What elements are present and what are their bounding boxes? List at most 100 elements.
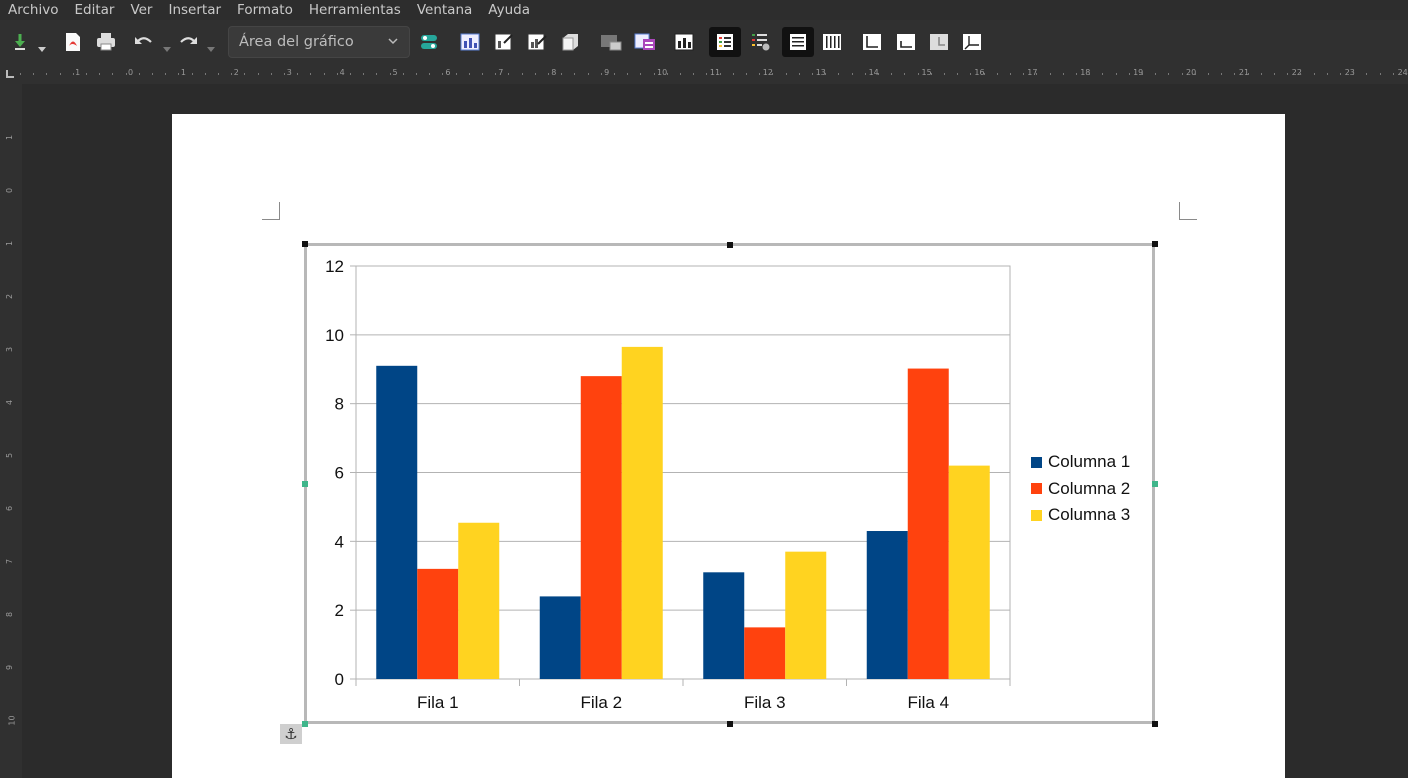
chart-element-select[interactable]: Área del gráfico xyxy=(228,26,410,58)
page-margin-mark xyxy=(1179,202,1197,220)
insert-icon[interactable] xyxy=(10,27,30,57)
ruler-number: 19 xyxy=(1133,68,1144,77)
ruler-tick xyxy=(1326,73,1328,75)
ruler-tick xyxy=(72,73,74,75)
data-table-icon[interactable] xyxy=(599,27,623,57)
ruler-tick xyxy=(1260,73,1262,75)
resize-handle[interactable] xyxy=(302,241,308,247)
ruler-tick xyxy=(442,73,444,75)
ruler-tick xyxy=(1010,73,1011,75)
ruler-tick xyxy=(719,73,721,75)
ruler-tick xyxy=(1062,73,1064,75)
ruler-tick xyxy=(653,73,655,75)
anchor-icon[interactable]: ⚓ xyxy=(280,724,302,744)
ruler-tick xyxy=(1168,73,1170,75)
bar xyxy=(948,465,990,679)
ruler-tick xyxy=(270,73,272,75)
chevron-down-icon[interactable] xyxy=(207,38,215,57)
menu-ayuda[interactable]: Ayuda xyxy=(488,2,531,18)
legend-icon[interactable] xyxy=(526,27,548,57)
resize-handle[interactable] xyxy=(727,242,733,248)
ruler-tick xyxy=(1194,73,1196,75)
resize-handle[interactable] xyxy=(302,481,308,487)
ruler-tick xyxy=(1142,73,1143,75)
export-pdf-icon[interactable] xyxy=(64,27,82,57)
resize-handle[interactable] xyxy=(1152,481,1158,487)
x-tick-label: Fila 4 xyxy=(907,693,949,712)
chart-type-icon[interactable] xyxy=(459,27,481,57)
data-ranges-icon[interactable] xyxy=(633,27,657,57)
resize-handle[interactable] xyxy=(1152,721,1158,727)
chart-wall-icon[interactable] xyxy=(673,27,695,57)
x-tick-label: Fila 3 xyxy=(744,693,786,712)
chart-legend[interactable]: Columna 1 Columna 2 Columna 3 xyxy=(1031,449,1130,529)
ruler-tick xyxy=(191,73,193,75)
titles-icon[interactable] xyxy=(493,27,515,57)
axes-icon[interactable] xyxy=(962,27,982,57)
bar xyxy=(703,572,745,679)
ruler-tick xyxy=(20,73,21,75)
chevron-down-icon[interactable] xyxy=(163,38,171,57)
menu-formato[interactable]: Formato xyxy=(237,2,293,18)
ruler-tick xyxy=(429,73,431,75)
y-tick-label: 2 xyxy=(335,601,344,620)
ruler-tick xyxy=(1023,73,1025,75)
ruler-tick xyxy=(402,73,404,75)
data-table-toggle-icon[interactable] xyxy=(749,27,773,57)
z-axis-icon[interactable] xyxy=(929,27,949,57)
undo-icon[interactable] xyxy=(133,27,155,57)
print-icon[interactable] xyxy=(96,27,116,57)
legend-label: Columna 1 xyxy=(1048,452,1131,472)
ruler-tick xyxy=(1036,73,1038,75)
ruler-tick xyxy=(627,73,629,75)
menu-archivo[interactable]: Archivo xyxy=(8,2,59,18)
ruler-tick xyxy=(99,73,101,75)
ruler-number: 0 xyxy=(128,68,134,77)
horizontal-ruler[interactable]: 1 0 1 2 3 4 5 6 7 8 9 10 11 12 13 14 15 16 17 18 19 20 21 22 23 2… xyxy=(0,64,1408,84)
ruler-tick xyxy=(1128,73,1130,75)
ruler-tick xyxy=(1089,73,1091,75)
menu-ver[interactable]: Ver xyxy=(130,2,153,18)
ruler-tick xyxy=(878,73,879,75)
ruler-number: 17 xyxy=(1027,68,1038,77)
vertical-ruler[interactable]: 1 0 1 2 3 4 5 6 7 8 9 10 xyxy=(0,84,22,778)
menu-herramientas[interactable]: Herramientas xyxy=(308,2,401,18)
x-axis-icon[interactable] xyxy=(862,27,882,57)
ruler-tick xyxy=(152,73,153,75)
legend-on-off-icon[interactable] xyxy=(709,27,741,57)
ruler-number: 14 xyxy=(868,68,879,77)
menu-editar[interactable]: Editar xyxy=(74,2,115,18)
ruler-tick xyxy=(1340,73,1341,75)
vertical-grid-icon[interactable] xyxy=(821,27,843,57)
ruler-tick xyxy=(363,73,365,75)
ruler-tick xyxy=(138,73,140,75)
resize-handle[interactable] xyxy=(727,721,733,727)
ruler-number: 22 xyxy=(1291,68,1302,77)
ruler-number: 4 xyxy=(339,68,345,77)
horizontal-grid-icon[interactable] xyxy=(782,27,814,57)
ruler-tick xyxy=(1049,73,1051,75)
chevron-down-icon[interactable] xyxy=(38,38,46,57)
3d-view-icon[interactable] xyxy=(559,27,581,57)
ruler-tick xyxy=(495,73,497,75)
format-selection-icon[interactable] xyxy=(419,27,439,57)
ruler-tick xyxy=(864,73,866,75)
ruler-tick xyxy=(693,73,695,75)
redo-icon[interactable] xyxy=(177,27,199,57)
legend-entry: Columna 1 xyxy=(1031,449,1130,476)
ruler-tick xyxy=(798,73,800,75)
ruler-number: 15 xyxy=(921,68,932,77)
menu-insertar[interactable]: Insertar xyxy=(168,2,222,18)
legend-entry: Columna 3 xyxy=(1031,502,1130,529)
bar xyxy=(376,365,418,679)
ruler-tick xyxy=(996,73,998,75)
tab-stop-selector[interactable] xyxy=(6,70,14,78)
resize-handle[interactable] xyxy=(302,721,308,727)
ruler-tick xyxy=(231,73,233,75)
menu-ventana[interactable]: Ventana xyxy=(416,2,473,18)
ruler-number: 5 xyxy=(392,68,398,77)
resize-handle[interactable] xyxy=(1152,241,1158,247)
y-axis-icon[interactable] xyxy=(896,27,916,57)
y-tick-label: 0 xyxy=(335,670,344,689)
